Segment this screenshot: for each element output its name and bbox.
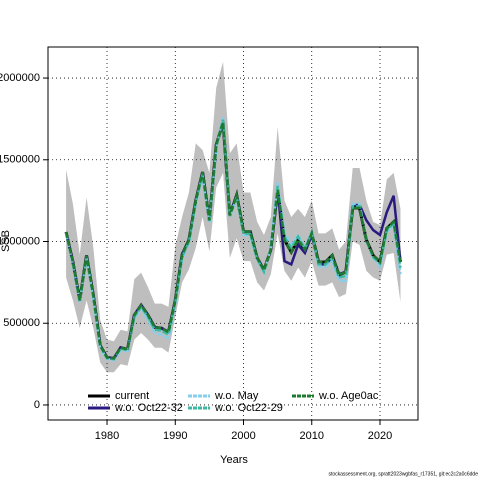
legend-label: w.o. Oct22-32 [114, 402, 183, 414]
legend-label: w.o. Age0ac [318, 390, 379, 402]
y-tick-label: 500000 [3, 317, 40, 329]
plot [48, 47, 418, 420]
legend-label: w.o. May [214, 390, 259, 402]
confidence-band [66, 61, 401, 373]
x-tick-label: 1980 [95, 430, 119, 442]
plot-frame [47, 46, 419, 421]
y-tick-label: 0 [34, 399, 40, 411]
y-tick-label: 2000000 [0, 72, 40, 84]
footnote: stockassessment.org, spratt2023wgbfas_r1… [328, 471, 478, 477]
series-line [64, 121, 402, 360]
x-tick-label: 2010 [300, 430, 324, 442]
x-tick-label: 2020 [368, 430, 392, 442]
x-tick-label: 1990 [163, 430, 187, 442]
x-axis-label: Years [220, 454, 248, 466]
y-tick-label: 1000000 [0, 235, 40, 247]
legend-label: w.o. Oct22-29 [214, 402, 283, 414]
legend-label: current [115, 390, 149, 402]
x-tick-label: 2000 [231, 430, 255, 442]
y-axis-label: SSB [0, 230, 12, 252]
y-tick-label: 1500000 [0, 154, 40, 166]
